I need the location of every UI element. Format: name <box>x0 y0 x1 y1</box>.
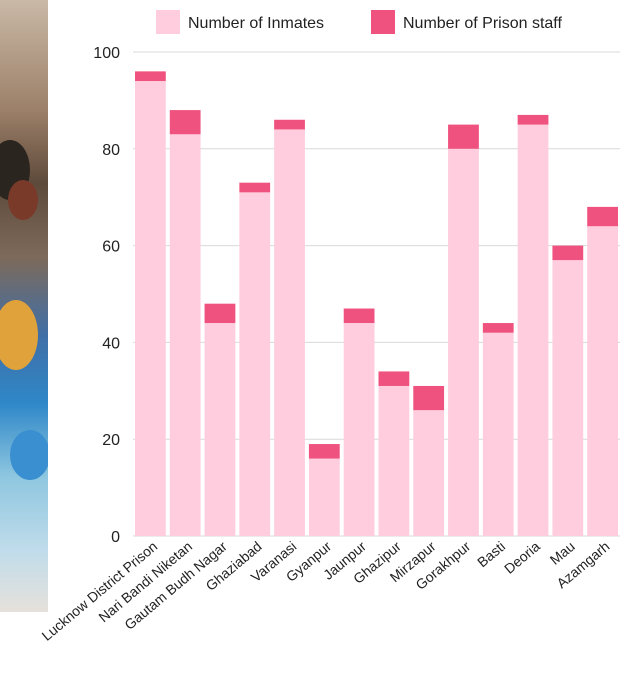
bar-staff <box>239 182 271 193</box>
bars <box>135 71 618 537</box>
bar-staff <box>274 119 305 130</box>
bar-inmates <box>413 410 445 536</box>
bar-inmates <box>169 134 201 536</box>
bar-inmates <box>135 81 166 536</box>
photo-figure <box>10 430 48 480</box>
bar-staff <box>308 444 340 459</box>
bar-staff <box>552 245 584 261</box>
bar-inmates <box>482 332 514 536</box>
bar-staff <box>587 206 618 227</box>
bar-inmates <box>343 323 375 536</box>
x-tick-label: Deoria <box>501 538 543 577</box>
bar-inmates <box>378 385 410 536</box>
photo-figure <box>8 180 38 220</box>
bar-inmates <box>587 226 618 537</box>
bar-staff <box>517 114 549 125</box>
y-tick-label: 100 <box>93 45 120 62</box>
bar-staff <box>343 308 375 324</box>
bar-inmates <box>552 260 584 536</box>
bar-inmates <box>448 148 479 537</box>
y-tick-label: 20 <box>102 432 120 449</box>
bar-inmates <box>239 192 271 537</box>
legend-label: Number of Prison staff <box>403 15 562 32</box>
bar-staff <box>378 371 410 386</box>
legend-swatch <box>371 10 395 34</box>
legend-label: Number of Inmates <box>188 15 324 32</box>
legend: Number of Inmates Number of Prison staff <box>156 10 562 34</box>
bar-staff <box>135 71 166 82</box>
bar-staff <box>448 124 479 149</box>
bar-staff <box>413 385 445 411</box>
y-tick-label: 60 <box>102 239 120 256</box>
photo-figure <box>0 300 38 370</box>
y-tick-label: 80 <box>102 142 120 159</box>
bar-staff <box>169 110 201 135</box>
y-tick-label: 0 <box>111 529 120 546</box>
bar-inmates <box>517 124 549 536</box>
bar-inmates <box>204 323 236 536</box>
background-photo <box>0 0 48 612</box>
legend-swatch <box>156 10 180 34</box>
bar-inmates <box>274 129 305 536</box>
bar-staff <box>482 323 514 333</box>
y-axis-ticks: 0 20 40 60 80 100 <box>93 45 120 546</box>
bar-staff <box>204 303 236 324</box>
y-tick-label: 40 <box>102 335 120 352</box>
bar-inmates <box>308 458 340 536</box>
